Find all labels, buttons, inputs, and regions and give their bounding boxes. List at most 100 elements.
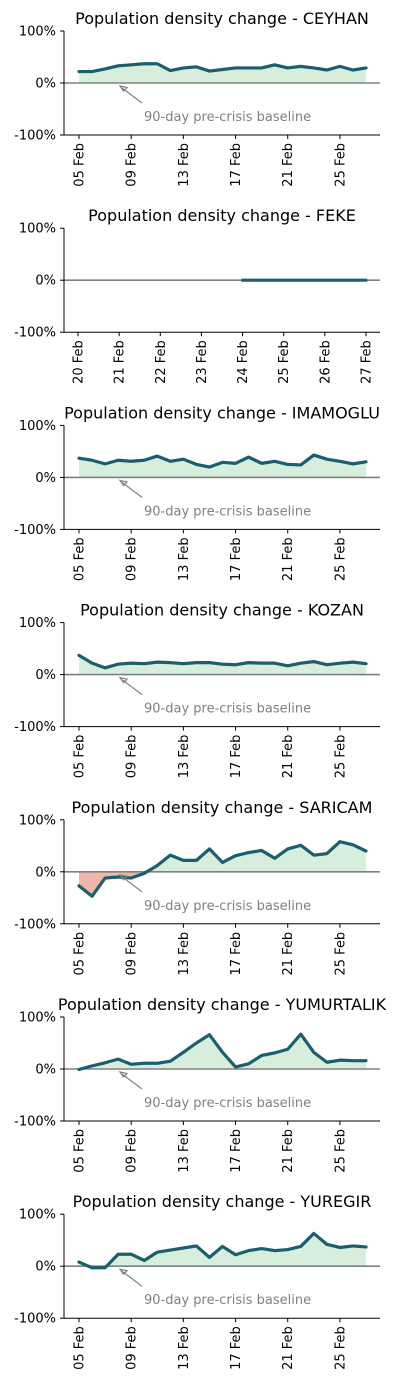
- chart-3-annotation-arrowhead: [118, 479, 129, 487]
- chart-7-x-tick-label: 21 Feb: [281, 1326, 296, 1370]
- chart-7-annotation-arrowhead: [118, 1268, 129, 1276]
- chart-2-x-tick-label: 26 Feb: [318, 340, 333, 384]
- chart-4-x-tick-label: 17 Feb: [229, 735, 244, 779]
- chart-7-title: Population density change - YUREGIR: [73, 1192, 372, 1211]
- chart-5-x-tick-label: 21 Feb: [281, 932, 296, 976]
- chart-5-annotation-text: 90-day pre-crisis baseline: [144, 899, 311, 914]
- chart-4-x-tick-label: 21 Feb: [281, 735, 296, 779]
- chart-7-x-tick-label: 25 Feb: [333, 1326, 348, 1370]
- chart-3-annotation-text: 90-day pre-crisis baseline: [144, 504, 311, 519]
- chart-4-x-tick-label: 05 Feb: [73, 735, 88, 779]
- chart-2-y-tick-label: 0%: [35, 274, 56, 289]
- chart-4-annotation-text: 90-day pre-crisis baseline: [144, 702, 311, 717]
- chart-2-x-tick-label: 20 Feb: [72, 340, 87, 384]
- chart-1-y-tick-label: 100%: [19, 25, 56, 40]
- chart-3-annotation-arrow: [121, 481, 143, 498]
- chart-6-annotation-arrowhead: [118, 1071, 129, 1078]
- chart-5-negative-area: [79, 871, 366, 897]
- chart-panel: Population density change - KOZAN 100% 0% -…: [14, 601, 380, 779]
- chart-1-x-tick-label: 09 Feb: [125, 143, 140, 187]
- chart-2-title: Population density change - FEKE: [88, 206, 356, 225]
- chart-1-annotation-text: 90-day pre-crisis baseline: [144, 110, 311, 125]
- chart-7-series-line: [77, 1231, 368, 1270]
- chart-1-y-tick-label: 0%: [35, 77, 56, 92]
- chart-3-y-tick-label: 100%: [19, 419, 56, 434]
- chart-4-y-tick-label: 0%: [35, 668, 56, 683]
- chart-1-x-tick-label: 25 Feb: [333, 143, 348, 187]
- chart-6-y-tick-label: -100%: [14, 1115, 56, 1130]
- chart-1-x-tick-label: 13 Feb: [177, 143, 192, 187]
- chart-5-y-tick-label: 100%: [19, 813, 56, 828]
- chart-4-x-tick-label: 09 Feb: [125, 735, 140, 779]
- chart-3-x-tick-label: 21 Feb: [281, 537, 296, 581]
- chart-6-x-tick-label: 21 Feb: [281, 1129, 296, 1173]
- chart-panel: Population density change - YUMURTALIK10…: [14, 995, 387, 1173]
- chart-3-y-tick-label: 0%: [35, 471, 56, 486]
- chart-4-annotation-arrowhead: [118, 676, 129, 684]
- chart-6-x-tick-label: 17 Feb: [229, 1129, 244, 1173]
- chart-3-title: Population density change - IMAMOGLU: [64, 403, 380, 422]
- chart-6-x-tick-label: 25 Feb: [333, 1129, 348, 1173]
- chart-1-title: Population density change - CEYHAN: [75, 9, 369, 28]
- chart-7-x-tick-label: 09 Feb: [125, 1326, 140, 1370]
- chart-2-y-tick-label: 100%: [19, 222, 56, 237]
- chart-2-x-tick-label: 22 Feb: [154, 340, 169, 384]
- chart-1-annotation-arrow: [121, 87, 143, 104]
- chart-7-x-tick-label: 17 Feb: [229, 1326, 244, 1370]
- chart-panel: Population density change - FEKE 100% 0% -1…: [14, 206, 380, 384]
- chart-7-y-tick-label: -100%: [14, 1312, 56, 1327]
- chart-2-x-tick-label: 21 Feb: [113, 340, 128, 384]
- chart-3-y-tick-label: -100%: [14, 523, 56, 538]
- chart-3-positive-area: [79, 455, 366, 478]
- chart-5-annotation-arrowhead: [118, 873, 129, 881]
- chart-7-positive-area: [79, 1233, 366, 1267]
- chart-3-x-tick-label: 13 Feb: [177, 537, 192, 581]
- chart-6-x-tick-label: 09 Feb: [125, 1129, 140, 1173]
- chart-6-y-tick-label: 0%: [35, 1063, 56, 1078]
- chart-6-annotation-text: 90-day pre-crisis baseline: [144, 1096, 311, 1111]
- chart-2-x-tick-label: 24 Feb: [236, 340, 251, 384]
- chart-1-y-tick-label: -100%: [14, 129, 56, 144]
- chart-panel: Population density change - IMAMOGLU 100%…: [14, 403, 380, 581]
- chart-1-x-tick-label: 05 Feb: [73, 143, 88, 187]
- chart-panel: Population density change - YUREGIR 100% 0…: [14, 1192, 380, 1370]
- chart-6-y-tick-label: 100%: [19, 1011, 56, 1026]
- chart-2-x-tick-label: 27 Feb: [360, 340, 375, 384]
- chart-6-series-line: [77, 1032, 368, 1072]
- chart-5-x-tick-label: 17 Feb: [229, 932, 244, 976]
- chart-5-annotation-arrow: [121, 876, 143, 893]
- chart-7-y-tick-label: 100%: [19, 1208, 56, 1223]
- chart-2-y-tick-label: -100%: [14, 326, 56, 341]
- chart-5-y-tick-label: 0%: [35, 865, 56, 880]
- chart-2-x-tick-label: 25 Feb: [277, 340, 292, 384]
- chart-1-x-tick-label: 21 Feb: [281, 143, 296, 187]
- chart-3-series-line: [77, 453, 368, 469]
- chart-5-x-tick-label: 13 Feb: [177, 932, 192, 976]
- chart-5-series-line: [77, 840, 368, 898]
- chart-panel: Population density change - CEYHAN 100% 0%…: [14, 9, 380, 187]
- chart-7-x-tick-label: 05 Feb: [73, 1326, 88, 1370]
- chart-6-x-tick-label: 13 Feb: [177, 1129, 192, 1173]
- chart-2-x-tick-label: 23 Feb: [195, 340, 210, 384]
- chart-4-x-tick-label: 13 Feb: [177, 735, 192, 779]
- chart-7-y-tick-label: 0%: [35, 1260, 56, 1275]
- chart-6-annotation-arrow: [121, 1073, 143, 1090]
- chart-4-series-line: [77, 653, 368, 670]
- chart-6-title: Population density change - YUMURTALIK: [58, 995, 387, 1014]
- chart-7-x-tick-label: 13 Feb: [177, 1326, 192, 1370]
- chart-7-annotation-text: 90-day pre-crisis baseline: [144, 1293, 311, 1308]
- chart-3-x-tick-label: 05 Feb: [73, 537, 88, 581]
- chart-1-x-tick-label: 17 Feb: [229, 143, 244, 187]
- chart-1-annotation-arrowhead: [118, 85, 129, 92]
- chart-1-series-line: [77, 62, 368, 74]
- chart-6-x-tick-label: 05 Feb: [73, 1129, 88, 1173]
- chart-panel: Population density change - SARICAM 100% 0…: [14, 798, 380, 976]
- chart-3-x-tick-label: 17 Feb: [229, 537, 244, 581]
- chart-5-positive-area: [79, 841, 366, 872]
- chart-5-x-tick-label: 09 Feb: [125, 932, 140, 976]
- chart-4-y-tick-label: 100%: [19, 616, 56, 631]
- chart-4-x-tick-label: 25 Feb: [333, 735, 348, 779]
- chart-4-annotation-arrow: [121, 679, 143, 696]
- chart-3-x-tick-label: 09 Feb: [125, 537, 140, 581]
